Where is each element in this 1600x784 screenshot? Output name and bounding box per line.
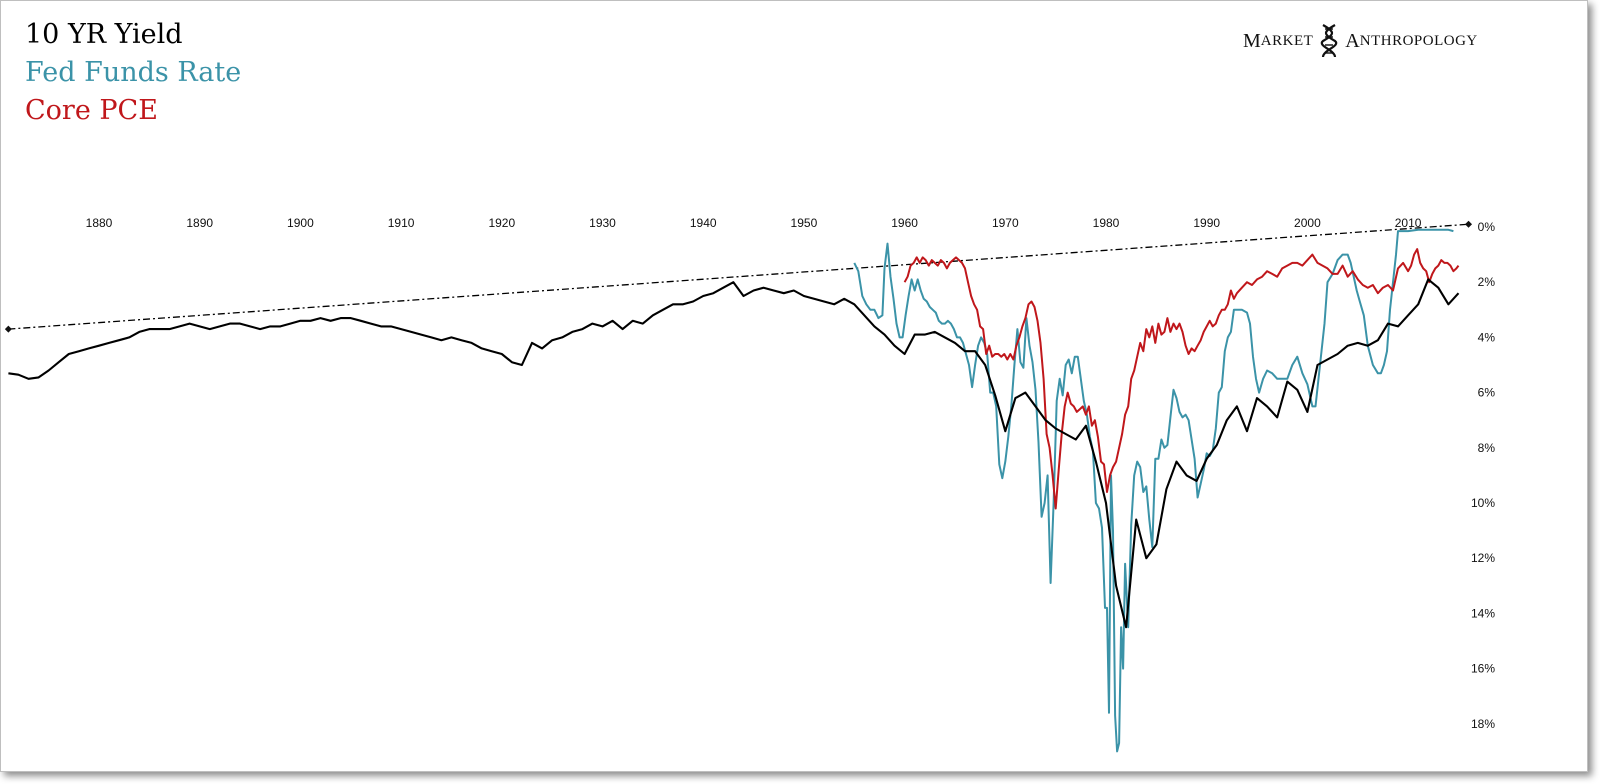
brand-word1-initial: M xyxy=(1243,29,1261,52)
x-tick-label: 1890 xyxy=(186,216,213,230)
y-tick-label: 18% xyxy=(1471,717,1495,731)
series-core-pce xyxy=(903,248,1460,510)
trendline-end-marker xyxy=(1465,220,1473,228)
x-axis-ticks: 1880 1890 1900 1910 1920 1930 1940 1950 1960 1970… xyxy=(86,216,1422,230)
y-tick-label: 8% xyxy=(1478,441,1496,455)
series-10yr-yield xyxy=(8,278,1460,629)
legend-entry-10yr-yield: 10 YR Yield xyxy=(25,19,183,50)
x-tick-label: 1910 xyxy=(388,216,415,230)
y-tick-label: 16% xyxy=(1471,662,1495,676)
legend-entry-fed-funds-rate: Fed Funds Rate xyxy=(25,57,242,88)
x-tick-label: 1970 xyxy=(992,216,1019,230)
series-fed-funds-rate xyxy=(853,228,1454,753)
x-tick-label: 1880 xyxy=(86,216,113,230)
y-tick-label: 0% xyxy=(1478,220,1496,234)
trendline-start-marker xyxy=(4,325,12,333)
line-chart: 1880 1890 1900 1910 1920 1930 1940 1950 1960 1970… xyxy=(4,216,1495,753)
trendline-layer xyxy=(4,220,1473,333)
y-tick-label: 12% xyxy=(1471,551,1495,565)
y-axis-ticks: 0% 2% 4% 6% 8% 10% 12% 14% 16% 18% xyxy=(1471,220,1495,731)
brand-word1-rest: ARKET xyxy=(1260,32,1314,49)
y-tick-label: 10% xyxy=(1471,496,1495,510)
chart-frame: 10 YR Yield Fed Funds Rate Core PCE M ARK… xyxy=(0,0,1588,772)
x-tick-label: 1900 xyxy=(287,216,314,230)
trendline xyxy=(8,223,1469,330)
x-tick-label: 1990 xyxy=(1193,216,1220,230)
x-tick-label: 1980 xyxy=(1093,216,1120,230)
x-tick-label: 1920 xyxy=(488,216,515,230)
x-tick-label: 1940 xyxy=(690,216,717,230)
x-tick-label: 1930 xyxy=(589,216,616,230)
y-tick-label: 6% xyxy=(1478,386,1496,400)
dna-helix-icon xyxy=(1319,24,1339,58)
series-layer xyxy=(8,228,1460,753)
x-tick-label: 2000 xyxy=(1294,216,1321,230)
legend-entry-core-pce: Core PCE xyxy=(25,95,158,126)
x-tick-label: 2010 xyxy=(1395,216,1422,230)
x-tick-label: 1950 xyxy=(791,216,818,230)
y-tick-label: 4% xyxy=(1478,330,1496,344)
y-tick-label: 2% xyxy=(1478,275,1496,289)
brand-logo: M ARKET A NTHROPOLOGY xyxy=(1243,21,1478,61)
brand-word2-rest: NTHROPOLOGY xyxy=(1359,32,1478,49)
x-tick-label: 1960 xyxy=(891,216,918,230)
y-tick-label: 14% xyxy=(1471,606,1495,620)
brand-word2-initial: A xyxy=(1345,29,1360,52)
